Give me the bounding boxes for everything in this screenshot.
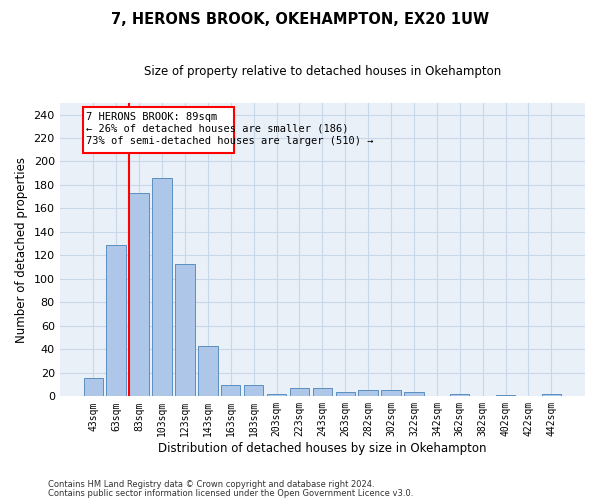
Text: 7, HERONS BROOK, OKEHAMPTON, EX20 1UW: 7, HERONS BROOK, OKEHAMPTON, EX20 1UW bbox=[111, 12, 489, 28]
Bar bbox=[175, 264, 194, 396]
Bar bbox=[382, 390, 401, 396]
Bar bbox=[313, 388, 332, 396]
Bar bbox=[83, 378, 103, 396]
Text: 73% of semi-detached houses are larger (510) →: 73% of semi-detached houses are larger (… bbox=[86, 136, 374, 145]
Bar bbox=[221, 384, 241, 396]
Title: Size of property relative to detached houses in Okehampton: Size of property relative to detached ho… bbox=[144, 65, 501, 78]
Bar bbox=[244, 384, 263, 396]
Bar bbox=[198, 346, 218, 397]
Bar bbox=[130, 193, 149, 396]
Text: Contains public sector information licensed under the Open Government Licence v3: Contains public sector information licen… bbox=[48, 488, 413, 498]
Bar bbox=[335, 392, 355, 396]
Bar bbox=[106, 245, 126, 396]
X-axis label: Distribution of detached houses by size in Okehampton: Distribution of detached houses by size … bbox=[158, 442, 487, 455]
Bar bbox=[152, 178, 172, 396]
Bar bbox=[404, 392, 424, 396]
Bar bbox=[267, 394, 286, 396]
Bar bbox=[290, 388, 309, 396]
Y-axis label: Number of detached properties: Number of detached properties bbox=[15, 156, 28, 342]
Bar bbox=[542, 394, 561, 396]
FancyBboxPatch shape bbox=[83, 108, 234, 154]
Bar bbox=[496, 395, 515, 396]
Bar bbox=[450, 394, 469, 396]
Text: Contains HM Land Registry data © Crown copyright and database right 2024.: Contains HM Land Registry data © Crown c… bbox=[48, 480, 374, 489]
Bar bbox=[358, 390, 378, 396]
Text: 7 HERONS BROOK: 89sqm: 7 HERONS BROOK: 89sqm bbox=[86, 112, 218, 122]
Text: ← 26% of detached houses are smaller (186): ← 26% of detached houses are smaller (18… bbox=[86, 124, 349, 134]
